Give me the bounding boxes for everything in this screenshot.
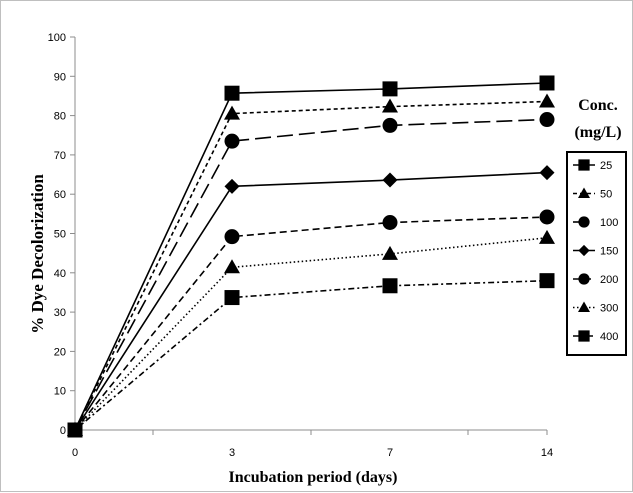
series-line-200	[74, 216, 548, 431]
data-point-100	[539, 112, 555, 128]
y-tick-label: 90	[54, 71, 66, 83]
y-tick-label: 30	[54, 307, 66, 319]
x-tick-label: 3	[229, 447, 235, 459]
data-point-200	[224, 229, 240, 245]
legend-title-line1: Conc.	[578, 97, 618, 114]
legend-marker-200	[578, 273, 590, 285]
y-tick-label: 80	[54, 111, 66, 123]
axes-group: 0 10 20 30 40 50 60 70 80 90 100 0 3 7 14	[48, 32, 553, 459]
series-line-50	[74, 100, 548, 431]
x-tick-label: 0	[72, 447, 78, 459]
data-point-400	[539, 273, 555, 289]
legend-label-300: 300	[600, 303, 618, 315]
legend-marker-300	[578, 301, 590, 312]
data-point-25	[382, 81, 398, 97]
legend-marker-150	[578, 244, 590, 257]
data-point-100	[224, 133, 240, 149]
y-tick-label: 70	[54, 150, 66, 162]
legend-label-400: 400	[600, 331, 618, 343]
data-point-400	[224, 290, 240, 306]
data-point-150	[224, 178, 240, 194]
data-point-25	[539, 75, 555, 91]
data-point-50	[382, 98, 398, 113]
y-tick-label: 40	[54, 268, 66, 280]
legend-marker-25	[578, 159, 590, 171]
y-tick-label: 20	[54, 346, 66, 358]
data-point-50	[224, 105, 240, 120]
legend-title-line2: (mg/L)	[574, 124, 621, 141]
series-markers	[67, 75, 555, 438]
data-point-150	[382, 172, 398, 188]
series-line-100	[74, 118, 548, 431]
y-tick-label: 0	[60, 425, 66, 437]
legend-label-50: 50	[600, 189, 612, 201]
y-tick-label: 100	[48, 32, 66, 44]
data-point-300	[224, 259, 240, 274]
x-tick-label: 7	[387, 447, 393, 459]
legend-label-100: 100	[600, 217, 618, 229]
data-point-400	[67, 422, 83, 438]
legend-marker-50	[578, 187, 590, 198]
data-point-300	[539, 229, 555, 244]
y-axis-title: % Dye Decolorization	[28, 174, 47, 334]
y-tick-label: 50	[54, 229, 66, 241]
legend-label-25: 25	[600, 160, 612, 172]
legend-label-200: 200	[600, 274, 618, 286]
data-point-25	[224, 85, 240, 101]
series-line-300	[74, 237, 548, 431]
series-lines	[74, 82, 548, 431]
y-tick-label: 10	[54, 386, 66, 398]
series-line-400	[74, 279, 548, 431]
data-point-200	[382, 214, 398, 230]
data-point-150	[539, 165, 555, 181]
x-axis-title: Incubation period (days)	[229, 469, 398, 486]
legend: 25 50 100 150 200 300 400	[573, 159, 618, 343]
series-line-25	[74, 82, 548, 431]
x-tick-label: 14	[541, 447, 553, 459]
data-point-100	[382, 117, 398, 133]
series-line-150	[74, 171, 548, 431]
legend-marker-400	[578, 330, 590, 342]
legend-marker-100	[578, 216, 590, 228]
y-tick-label: 60	[54, 189, 66, 201]
legend-label-150: 150	[600, 246, 618, 258]
legend-box	[566, 151, 627, 356]
data-point-200	[539, 209, 555, 225]
data-point-400	[382, 278, 398, 294]
data-point-50	[539, 93, 555, 108]
data-point-300	[382, 245, 398, 260]
